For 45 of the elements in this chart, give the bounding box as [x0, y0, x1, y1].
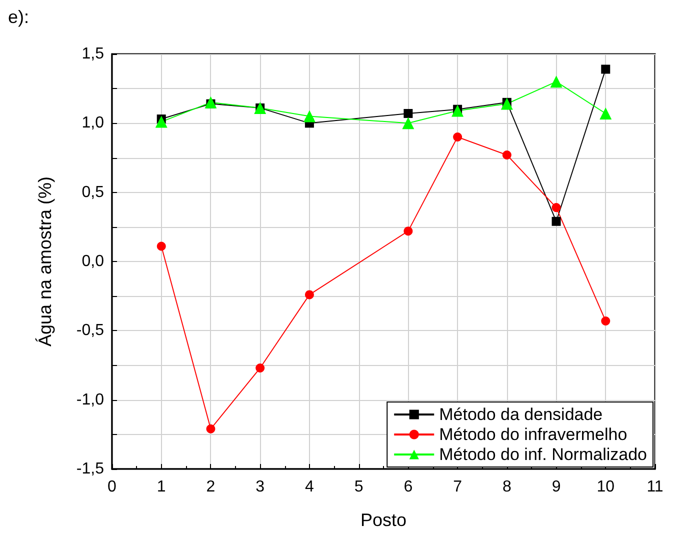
point	[155, 116, 168, 128]
point	[206, 424, 216, 434]
y-tick-label: -1,5	[76, 460, 104, 478]
point	[304, 290, 314, 300]
x-tick-label: 11	[646, 478, 664, 496]
x-axis-title: Posto	[360, 510, 407, 530]
legend-label: Método do infravermelho	[439, 425, 628, 444]
text: e):	[8, 7, 30, 27]
x-tick-label: 4	[305, 478, 314, 496]
point	[404, 226, 413, 236]
point	[600, 107, 612, 120]
point	[453, 132, 462, 142]
x-tick-label: 0	[108, 478, 117, 496]
x-tick-label: 2	[206, 478, 216, 496]
point	[402, 117, 414, 130]
x-tick-label: 1	[156, 478, 166, 496]
x-tick-label: 8	[502, 478, 512, 496]
legend-label: Método do inf. Normalizado	[439, 445, 648, 464]
point	[550, 76, 562, 88]
point	[256, 364, 265, 373]
point	[500, 98, 513, 110]
point	[502, 150, 512, 160]
point	[552, 216, 561, 226]
point	[404, 108, 413, 118]
point	[156, 242, 166, 251]
point	[601, 64, 610, 74]
y-axis-title: Água na amostra (%)	[35, 176, 55, 347]
point	[303, 110, 316, 122]
y-tick-label: -1,0	[76, 391, 104, 408]
x-tick-label: 7	[453, 478, 462, 496]
point	[452, 104, 464, 117]
x-tick-label: 9	[552, 478, 561, 496]
point	[552, 203, 561, 212]
point	[601, 316, 610, 326]
point	[204, 96, 217, 108]
x-tick-label: 10	[596, 478, 615, 496]
y-tick-label: 0,5	[82, 184, 104, 201]
x-tick-label: 5	[354, 478, 364, 496]
y-tick-label: 1,0	[82, 114, 104, 132]
y-tick-label: 0,0	[82, 253, 104, 270]
y-tick-label: -0,5	[76, 322, 104, 340]
x-tick-label: 6	[404, 478, 413, 496]
y-tick-label: 1,5	[82, 46, 104, 62]
legend-label: Método da densidade	[439, 405, 603, 424]
x-tick-label: 3	[256, 478, 265, 496]
